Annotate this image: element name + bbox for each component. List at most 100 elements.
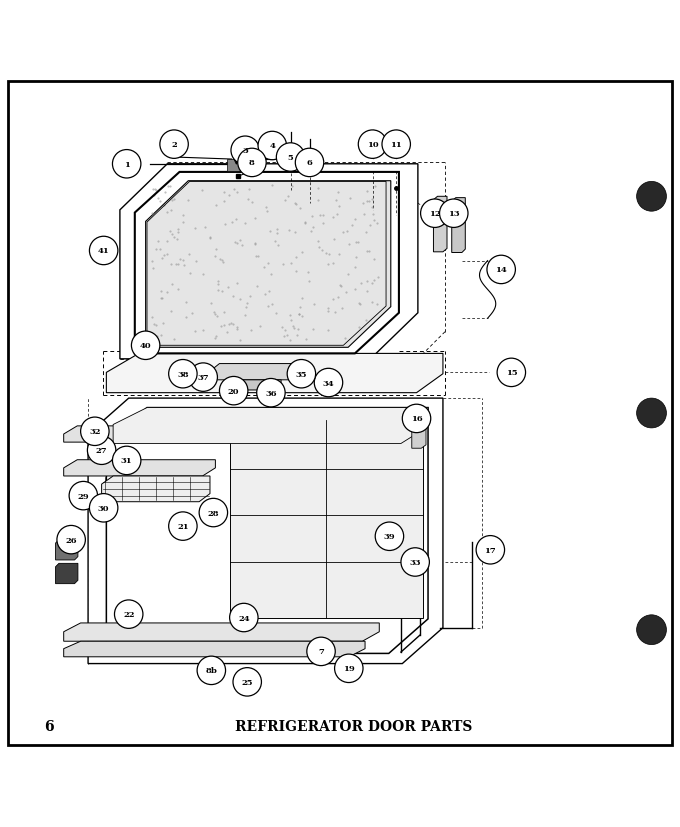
Circle shape	[220, 377, 248, 405]
Circle shape	[487, 256, 515, 284]
Text: 39: 39	[384, 533, 395, 541]
Text: 8b: 8b	[205, 667, 218, 675]
Text: 8: 8	[249, 160, 255, 167]
Text: 3: 3	[242, 147, 248, 155]
Circle shape	[335, 654, 363, 683]
Circle shape	[403, 404, 430, 433]
Text: 31: 31	[121, 457, 133, 465]
Circle shape	[497, 359, 526, 387]
Polygon shape	[64, 460, 216, 476]
Text: 1: 1	[124, 160, 130, 169]
Circle shape	[114, 600, 143, 629]
Circle shape	[258, 132, 286, 160]
Text: 20: 20	[228, 387, 239, 395]
Circle shape	[169, 512, 197, 541]
Text: 16: 16	[411, 415, 422, 423]
Text: REFRIGERATOR DOOR PARTS: REFRIGERATOR DOOR PARTS	[235, 719, 472, 733]
Circle shape	[112, 447, 141, 475]
Text: 38: 38	[177, 370, 188, 378]
Circle shape	[189, 363, 218, 392]
Text: 15: 15	[505, 369, 517, 377]
Circle shape	[636, 182, 666, 212]
Circle shape	[88, 437, 116, 465]
Circle shape	[421, 200, 449, 228]
Circle shape	[233, 668, 261, 696]
Polygon shape	[64, 642, 365, 657]
Circle shape	[197, 657, 226, 685]
Polygon shape	[120, 165, 418, 360]
Circle shape	[358, 131, 387, 159]
Circle shape	[81, 418, 109, 446]
Circle shape	[287, 360, 316, 389]
Circle shape	[131, 332, 160, 360]
Text: 5: 5	[288, 154, 294, 162]
Text: 21: 21	[177, 523, 188, 530]
Circle shape	[231, 136, 259, 165]
Text: 12: 12	[429, 210, 441, 218]
Text: 40: 40	[140, 342, 152, 350]
Text: 11: 11	[390, 141, 402, 149]
Circle shape	[307, 638, 335, 666]
Text: 6: 6	[44, 719, 54, 733]
Text: 4: 4	[269, 142, 275, 151]
Text: 22: 22	[123, 610, 135, 619]
Circle shape	[382, 131, 411, 159]
Polygon shape	[64, 624, 379, 642]
Circle shape	[439, 200, 468, 228]
Polygon shape	[113, 408, 428, 444]
Circle shape	[199, 499, 228, 527]
Text: 26: 26	[65, 536, 77, 544]
Text: 34: 34	[323, 379, 335, 387]
Text: 30: 30	[98, 504, 109, 512]
Polygon shape	[56, 564, 78, 584]
Circle shape	[257, 379, 285, 408]
Text: 7: 7	[318, 648, 324, 656]
Circle shape	[476, 536, 505, 564]
Polygon shape	[88, 399, 443, 664]
Text: 24: 24	[238, 614, 250, 622]
Polygon shape	[412, 420, 426, 449]
Circle shape	[90, 237, 118, 265]
Circle shape	[375, 523, 404, 551]
Text: 14: 14	[495, 266, 507, 274]
Polygon shape	[101, 476, 210, 502]
Text: 28: 28	[207, 509, 219, 517]
Circle shape	[295, 149, 324, 178]
Text: 36: 36	[265, 390, 277, 397]
Text: 2: 2	[171, 141, 177, 149]
Circle shape	[238, 149, 266, 178]
Polygon shape	[452, 198, 465, 253]
Polygon shape	[222, 380, 281, 390]
Text: 33: 33	[409, 558, 421, 566]
Polygon shape	[231, 420, 423, 618]
Circle shape	[230, 604, 258, 632]
Text: 10: 10	[367, 141, 378, 149]
Circle shape	[314, 369, 343, 397]
Bar	[227, 160, 246, 172]
Polygon shape	[106, 354, 443, 393]
Polygon shape	[433, 197, 447, 252]
Polygon shape	[56, 540, 78, 560]
Text: 25: 25	[241, 678, 253, 686]
Circle shape	[169, 360, 197, 389]
Circle shape	[112, 151, 141, 179]
Circle shape	[636, 399, 666, 428]
Text: 19: 19	[343, 665, 355, 672]
Polygon shape	[146, 181, 391, 348]
Circle shape	[401, 548, 429, 576]
Circle shape	[636, 615, 666, 645]
Polygon shape	[209, 364, 305, 380]
Text: 13: 13	[448, 210, 460, 218]
Text: 37: 37	[197, 374, 209, 381]
Circle shape	[69, 482, 97, 510]
Text: 41: 41	[98, 247, 109, 256]
Text: 6: 6	[307, 160, 313, 167]
Circle shape	[57, 526, 86, 554]
Circle shape	[90, 494, 118, 523]
Text: 32: 32	[89, 428, 101, 436]
Text: 35: 35	[296, 370, 307, 378]
Circle shape	[276, 144, 305, 172]
Text: 17: 17	[484, 546, 496, 554]
Text: 29: 29	[78, 492, 89, 500]
Circle shape	[160, 131, 188, 159]
